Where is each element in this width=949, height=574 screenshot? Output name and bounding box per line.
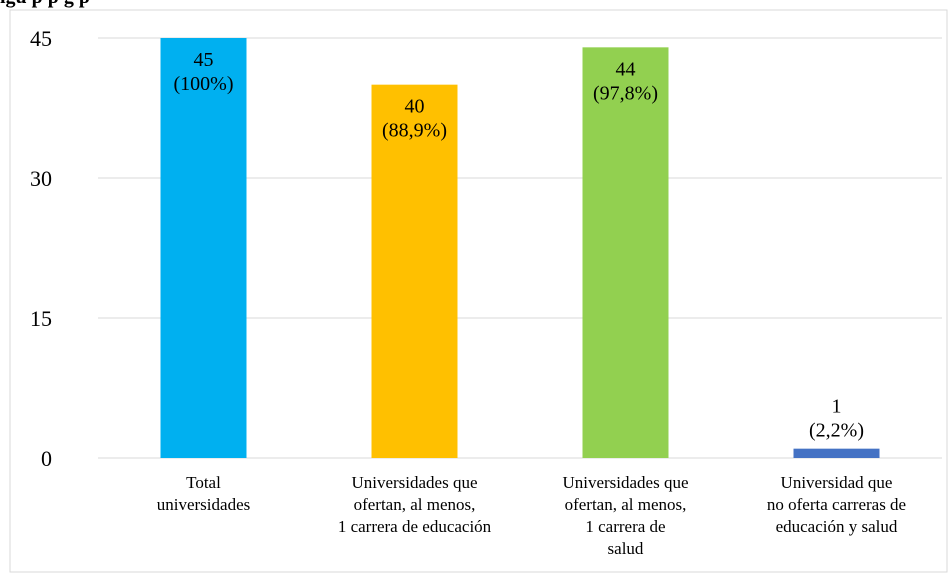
bar — [371, 84, 458, 459]
category-label: Universidades que — [351, 473, 477, 492]
chart-frame — [9, 9, 948, 573]
category-label: Total — [186, 473, 221, 492]
data-label: (100%) — [174, 73, 234, 95]
data-label: 1 — [832, 396, 842, 418]
category-label: 1 carrera de — [585, 517, 665, 536]
category-label: ofertan, al menos, — [565, 495, 687, 514]
data-label: (97,8%) — [593, 82, 658, 104]
bar — [160, 38, 247, 458]
y-tick-label: 30 — [30, 166, 52, 191]
category-label: ofertan, al menos, — [354, 495, 476, 514]
data-label: (2,2%) — [809, 420, 864, 442]
data-label: 40 — [405, 96, 425, 118]
bar — [582, 47, 669, 458]
figure-caption: igu p p g p — [0, 0, 90, 9]
y-tick-label: 45 — [30, 26, 52, 51]
data-label: 44 — [616, 58, 636, 80]
y-tick-label: 0 — [41, 446, 52, 471]
bar — [793, 448, 880, 458]
category-label: Universidad que — [781, 473, 893, 492]
category-label: Universidades que — [562, 473, 688, 492]
category-label: educación y salud — [776, 517, 898, 536]
y-tick-label: 15 — [30, 306, 52, 331]
category-label: no oferta carreras de — [767, 495, 906, 514]
data-label: (88,9%) — [382, 120, 447, 142]
category-label: 1 carrera de educación — [338, 517, 492, 536]
data-label: 45 — [194, 49, 214, 71]
category-label: salud — [608, 539, 644, 558]
category-label: universidades — [157, 495, 250, 514]
